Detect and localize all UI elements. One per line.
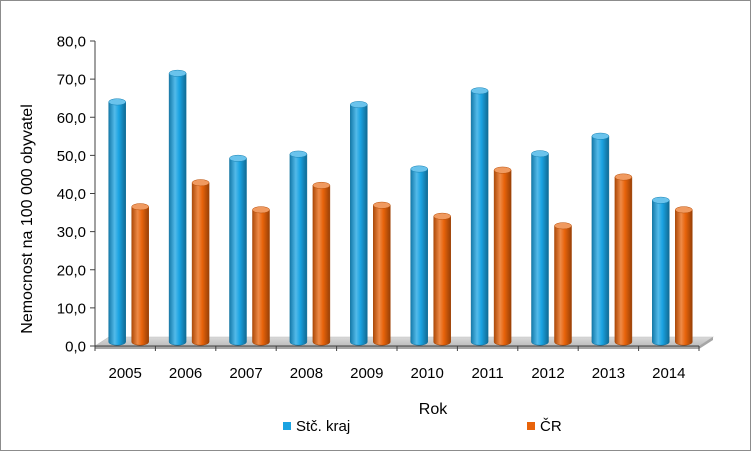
bar-body [373, 204, 391, 346]
y-tick-label: 60,0 [57, 110, 86, 127]
bar-body [108, 101, 126, 346]
bar-cr-2009 [373, 201, 391, 346]
bar-cap [131, 203, 149, 211]
bar-stc-kraj-2012 [531, 150, 549, 346]
bar-cap [108, 98, 126, 106]
bar-body [591, 135, 610, 346]
bar-stc-kraj-2011 [470, 87, 489, 346]
bar-cap [433, 212, 451, 220]
bar-body [554, 225, 572, 346]
bar-stc-kraj-2013 [591, 132, 610, 346]
y-axis-title: Nemocnost na 100 000 obyvatel [19, 104, 36, 333]
y-tick-label: 30,0 [57, 224, 86, 241]
bar-body [229, 158, 247, 346]
y-tick-label: 20,0 [57, 262, 86, 279]
legend-item: ČR [527, 418, 562, 435]
bar-cap [614, 173, 633, 181]
bar-cap [373, 201, 391, 209]
bar-body [252, 209, 270, 346]
bar-stc-kraj-2005 [108, 98, 126, 346]
bar-cr-2012 [554, 222, 572, 346]
bar-body [675, 209, 693, 346]
y-tick-label: 80,0 [57, 34, 86, 51]
y-tick-label: 0,0 [65, 339, 86, 356]
x-tick-label: 2009 [350, 365, 383, 382]
x-axis-title: Rok [419, 401, 448, 418]
bar-body [312, 185, 331, 346]
legend-label: ČR [540, 418, 562, 435]
bar-cr-2006 [191, 179, 210, 346]
bar-cap [191, 179, 210, 187]
x-tick-label: 2008 [290, 365, 323, 382]
x-tick-label: 2006 [169, 365, 202, 382]
bar-body [191, 182, 210, 346]
x-tick-label: 2012 [531, 365, 564, 382]
bar-body [131, 206, 149, 346]
axis-layer: 0,0 10,0 20,0 30,0 40,0 50,0 60,0 70,0 80,0 2005 2… [57, 34, 715, 382]
bar-cap [591, 132, 610, 140]
y-tick-label: 70,0 [57, 72, 86, 89]
bar-cap [289, 150, 308, 158]
y-tick-label: 40,0 [57, 186, 86, 203]
bar-body [410, 168, 428, 346]
bar-cr-2007 [252, 206, 270, 346]
bar-body [289, 153, 308, 346]
bar-cr-2008 [312, 181, 331, 346]
x-tick-label: 2011 [471, 365, 503, 382]
bar-stc-kraj-2014 [652, 196, 670, 346]
bar-cap [229, 154, 247, 162]
bar-stc-kraj-2009 [350, 101, 368, 346]
bar-cr-2010 [433, 212, 451, 346]
bar-stc-kraj-2008 [289, 150, 308, 346]
bar-cr-2014 [675, 206, 693, 346]
y-tick-label: 50,0 [57, 148, 86, 165]
bars-layer [108, 69, 693, 346]
bar-cap [168, 69, 187, 77]
bar-cap [252, 206, 270, 214]
y-tick-label: 10,0 [57, 300, 86, 317]
bar-stc-kraj-2007 [229, 154, 247, 346]
bar-cr-2011 [493, 166, 512, 346]
legend: Stč. kraj ČR [283, 418, 562, 435]
bar-cap [470, 87, 489, 95]
bar-stc-kraj-2010 [410, 165, 428, 346]
x-tick-label: 2014 [652, 365, 685, 382]
bar-cap [675, 206, 693, 214]
x-tick-label: 2010 [411, 365, 444, 382]
bar-cr-2013 [614, 173, 633, 346]
legend-swatch [527, 422, 535, 430]
bar-body [350, 104, 368, 346]
bar-cap [493, 166, 512, 174]
bar-body [652, 200, 670, 346]
bar-cr-2005 [131, 203, 149, 346]
x-tick-label: 2005 [109, 365, 142, 382]
legend-label: Stč. kraj [296, 418, 350, 435]
bar-cap [652, 196, 670, 204]
x-tick-label: 2007 [229, 365, 262, 382]
bar-body [470, 90, 489, 346]
bar-body [531, 153, 549, 346]
bar-cap [312, 181, 331, 189]
bar-cap [531, 150, 549, 158]
bar-cap [410, 165, 428, 173]
legend-swatch [283, 422, 291, 430]
bar-cap [554, 222, 572, 230]
bar-stc-kraj-2006 [168, 69, 187, 346]
bar-body [433, 216, 451, 346]
legend-item: Stč. kraj [283, 418, 350, 435]
bar-body [493, 169, 512, 346]
bar-body [168, 73, 187, 346]
bar-body [614, 176, 633, 346]
bar-cap [350, 101, 368, 109]
x-tick-label: 2013 [592, 365, 625, 382]
